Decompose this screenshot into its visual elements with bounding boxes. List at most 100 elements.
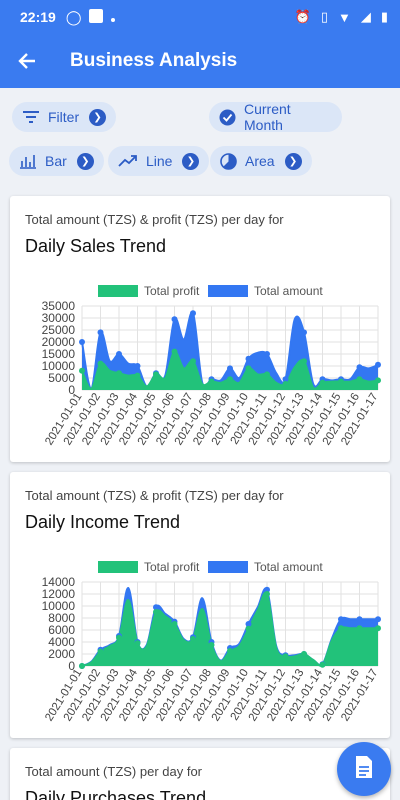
battery-icon: ▮: [380, 9, 388, 24]
data-point: [97, 329, 104, 336]
data-point: [134, 640, 141, 647]
data-point: [282, 376, 289, 383]
line-chart-chip[interactable]: Line ❯: [108, 146, 210, 176]
data-point: [153, 371, 159, 378]
chart-title: Daily Income Trend: [25, 512, 181, 532]
chart-title: Daily Sales Trend: [25, 236, 167, 256]
y-tick-label: 35000: [42, 299, 76, 313]
data-point: [264, 371, 270, 378]
chart-subtitle: Total amount (TZS) & profit (TZS) per da…: [25, 212, 284, 227]
filter-chip[interactable]: Filter ❯: [12, 102, 117, 132]
chevron-right-icon: ❯: [76, 152, 94, 170]
legend-label: Total amount: [254, 560, 323, 574]
alarm-icon: ⏰: [294, 9, 311, 24]
data-point: [356, 376, 363, 383]
legend-label: Total amount: [254, 284, 323, 298]
report-fab-button[interactable]: [337, 742, 391, 796]
data-point: [245, 365, 252, 372]
area-chart-label: Area: [245, 153, 275, 169]
data-point: [227, 648, 233, 654]
data-point: [190, 636, 196, 642]
data-point: [264, 351, 270, 357]
document-icon: [354, 755, 374, 784]
income-trend-card: Total amount (TZS) & profit (TZS) per da…: [10, 472, 390, 738]
sales-trend-card: Total amount (TZS) & profit (TZS) per da…: [10, 196, 390, 462]
data-point: [79, 663, 85, 669]
y-tick-label: 20000: [42, 335, 76, 349]
page-title: Business Analysis: [70, 50, 238, 71]
data-point: [134, 372, 141, 379]
status-bar: 22:19 ◯ ⏰ ▯ ▼ ◢ ▮: [0, 0, 400, 34]
legend-swatch: [208, 285, 248, 297]
data-point: [282, 381, 289, 387]
data-point: [356, 616, 363, 623]
data-point: [97, 648, 104, 655]
data-point: [116, 370, 122, 377]
y-tick-label: 12000: [42, 587, 76, 601]
data-point: [97, 360, 104, 367]
data-point: [301, 358, 307, 365]
data-point: [116, 634, 122, 641]
app-bar: Business Analysis: [0, 34, 400, 88]
y-tick-label: 0: [68, 659, 75, 673]
data-point: [356, 625, 363, 632]
current-month-label: Current Month: [244, 101, 291, 133]
data-point: [319, 379, 326, 386]
filter-label: Filter: [48, 109, 80, 125]
data-point: [375, 616, 381, 623]
trending-up-icon: [118, 154, 138, 168]
purchases-trend-card: Total amount (TZS) per day for Daily Pur…: [10, 748, 390, 800]
data-point: [375, 377, 381, 384]
legend-swatch: [98, 285, 138, 297]
bar-chart-chip[interactable]: Bar ❯: [9, 146, 104, 176]
bar-chart-icon: [19, 153, 37, 169]
data-point: [153, 609, 159, 615]
back-arrow-icon[interactable]: [0, 51, 54, 71]
data-point: [227, 376, 233, 383]
chevron-right-icon: ❯: [89, 108, 107, 126]
data-point: [116, 351, 122, 357]
data-point: [171, 316, 178, 323]
data-point: [301, 329, 307, 336]
chart-subtitle: Total amount (TZS) & profit (TZS) per da…: [25, 488, 284, 503]
y-tick-label: 4000: [48, 635, 75, 649]
data-point: [245, 621, 252, 627]
data-point: [264, 586, 270, 593]
income-trend-chart: Total profit Total amount 0200040006000800…: [42, 560, 381, 723]
area-chart-chip[interactable]: Area ❯: [210, 146, 312, 176]
data-point: [338, 625, 344, 632]
legend-label: Total profit: [144, 284, 200, 298]
data-point: [282, 653, 289, 660]
data-point: [338, 616, 344, 623]
notification-icon: [89, 8, 104, 26]
data-point: [190, 310, 196, 317]
data-point: [134, 363, 141, 369]
pie-chart-icon: [220, 152, 237, 170]
y-tick-label: 5000: [48, 371, 75, 385]
data-point: [319, 661, 326, 668]
series-area-profit: [82, 351, 378, 390]
current-month-chip[interactable]: Current Month: [209, 101, 342, 133]
whatsapp-icon: ◯: [65, 8, 82, 25]
data-point: [356, 364, 363, 371]
sales-trend-chart: Total profit Total amount0500010000150002…: [42, 284, 381, 447]
chart-title: Daily Purchases Trend: [25, 788, 207, 800]
data-point: [79, 367, 85, 374]
data-point: [153, 604, 159, 611]
data-point: [171, 621, 178, 627]
y-tick-label: 0: [68, 383, 75, 397]
y-tick-label: 15000: [42, 347, 76, 361]
data-point: [375, 361, 381, 368]
y-tick-label: 10000: [42, 599, 76, 613]
check-circle-icon: [219, 109, 236, 126]
data-point: [208, 378, 215, 385]
data-point: [227, 365, 233, 372]
y-tick-label: 6000: [48, 623, 75, 637]
signal-icon: ◢: [360, 9, 371, 24]
data-point: [171, 348, 178, 355]
wifi-icon: ▼: [337, 9, 351, 25]
data-point: [375, 625, 381, 632]
chart-subtitle: Total amount (TZS) per day for: [25, 764, 203, 779]
y-tick-label: 8000: [48, 611, 75, 625]
data-point: [79, 339, 85, 345]
